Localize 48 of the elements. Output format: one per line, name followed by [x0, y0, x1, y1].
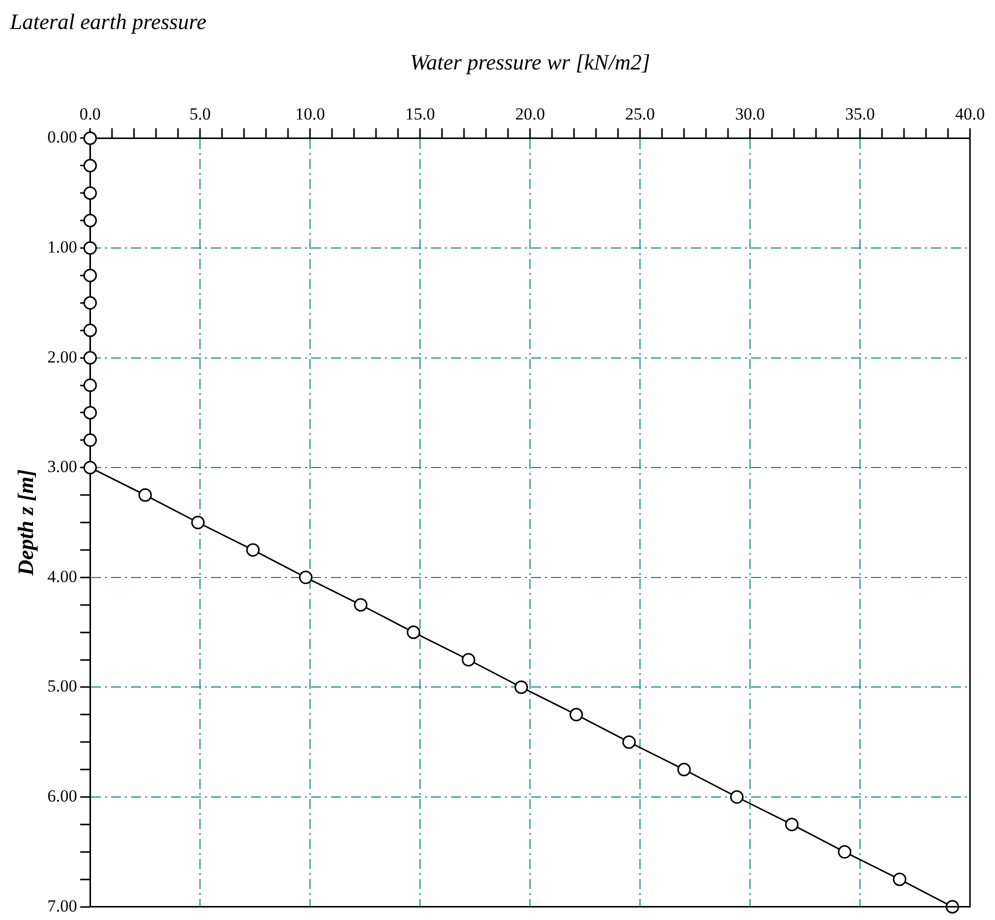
x-axis-title: Water pressure wr [kN/m2] — [410, 49, 650, 74]
point — [83, 214, 97, 228]
x-tick-label: 10.0 — [295, 104, 325, 124]
y-tick-label: 1.00 — [47, 237, 78, 256]
point — [838, 845, 852, 859]
point — [83, 378, 97, 392]
y-tick-label: 7.00 — [47, 896, 78, 916]
x-tick-label: 5.0 — [190, 104, 211, 124]
y-tick-label: 5.00 — [47, 676, 78, 696]
point — [83, 241, 97, 255]
point — [514, 680, 528, 694]
x-tick-label: 35.0 — [845, 104, 875, 124]
point — [83, 406, 97, 420]
x-tick-label: 0.0 — [80, 104, 101, 124]
x-tick-label: 40.0 — [955, 104, 985, 124]
point — [83, 186, 97, 200]
point — [622, 735, 636, 749]
point — [677, 762, 691, 776]
point — [191, 516, 205, 530]
point — [83, 433, 97, 447]
point — [785, 818, 799, 832]
x-tick-label: 25.0 — [625, 104, 655, 124]
y-tick-label: 4.00 — [47, 566, 78, 586]
point — [354, 598, 368, 612]
y-tick-label: 3.00 — [47, 457, 78, 476]
x-tick-label: 15.0 — [405, 104, 435, 124]
point — [246, 543, 260, 557]
point — [406, 626, 420, 640]
point — [83, 131, 97, 145]
point — [83, 324, 97, 338]
point — [83, 460, 97, 474]
x-tick-label: 20.0 — [515, 104, 545, 124]
y-axis-title: Depth z [m] — [12, 469, 38, 577]
chart-title: Lateral earth pressure — [9, 8, 207, 34]
y-tick-label: 6.00 — [47, 786, 78, 806]
x-tick-label: 30.0 — [735, 104, 765, 124]
y-tick-label: 2.00 — [47, 347, 78, 366]
point — [730, 790, 744, 804]
point — [892, 872, 906, 886]
point — [570, 708, 584, 722]
point — [83, 296, 97, 310]
point — [462, 653, 476, 666]
point — [83, 158, 97, 172]
y-tick-label: 0.00 — [47, 128, 78, 147]
point — [298, 570, 312, 584]
point — [83, 351, 97, 365]
point — [138, 488, 152, 502]
point — [83, 268, 97, 282]
